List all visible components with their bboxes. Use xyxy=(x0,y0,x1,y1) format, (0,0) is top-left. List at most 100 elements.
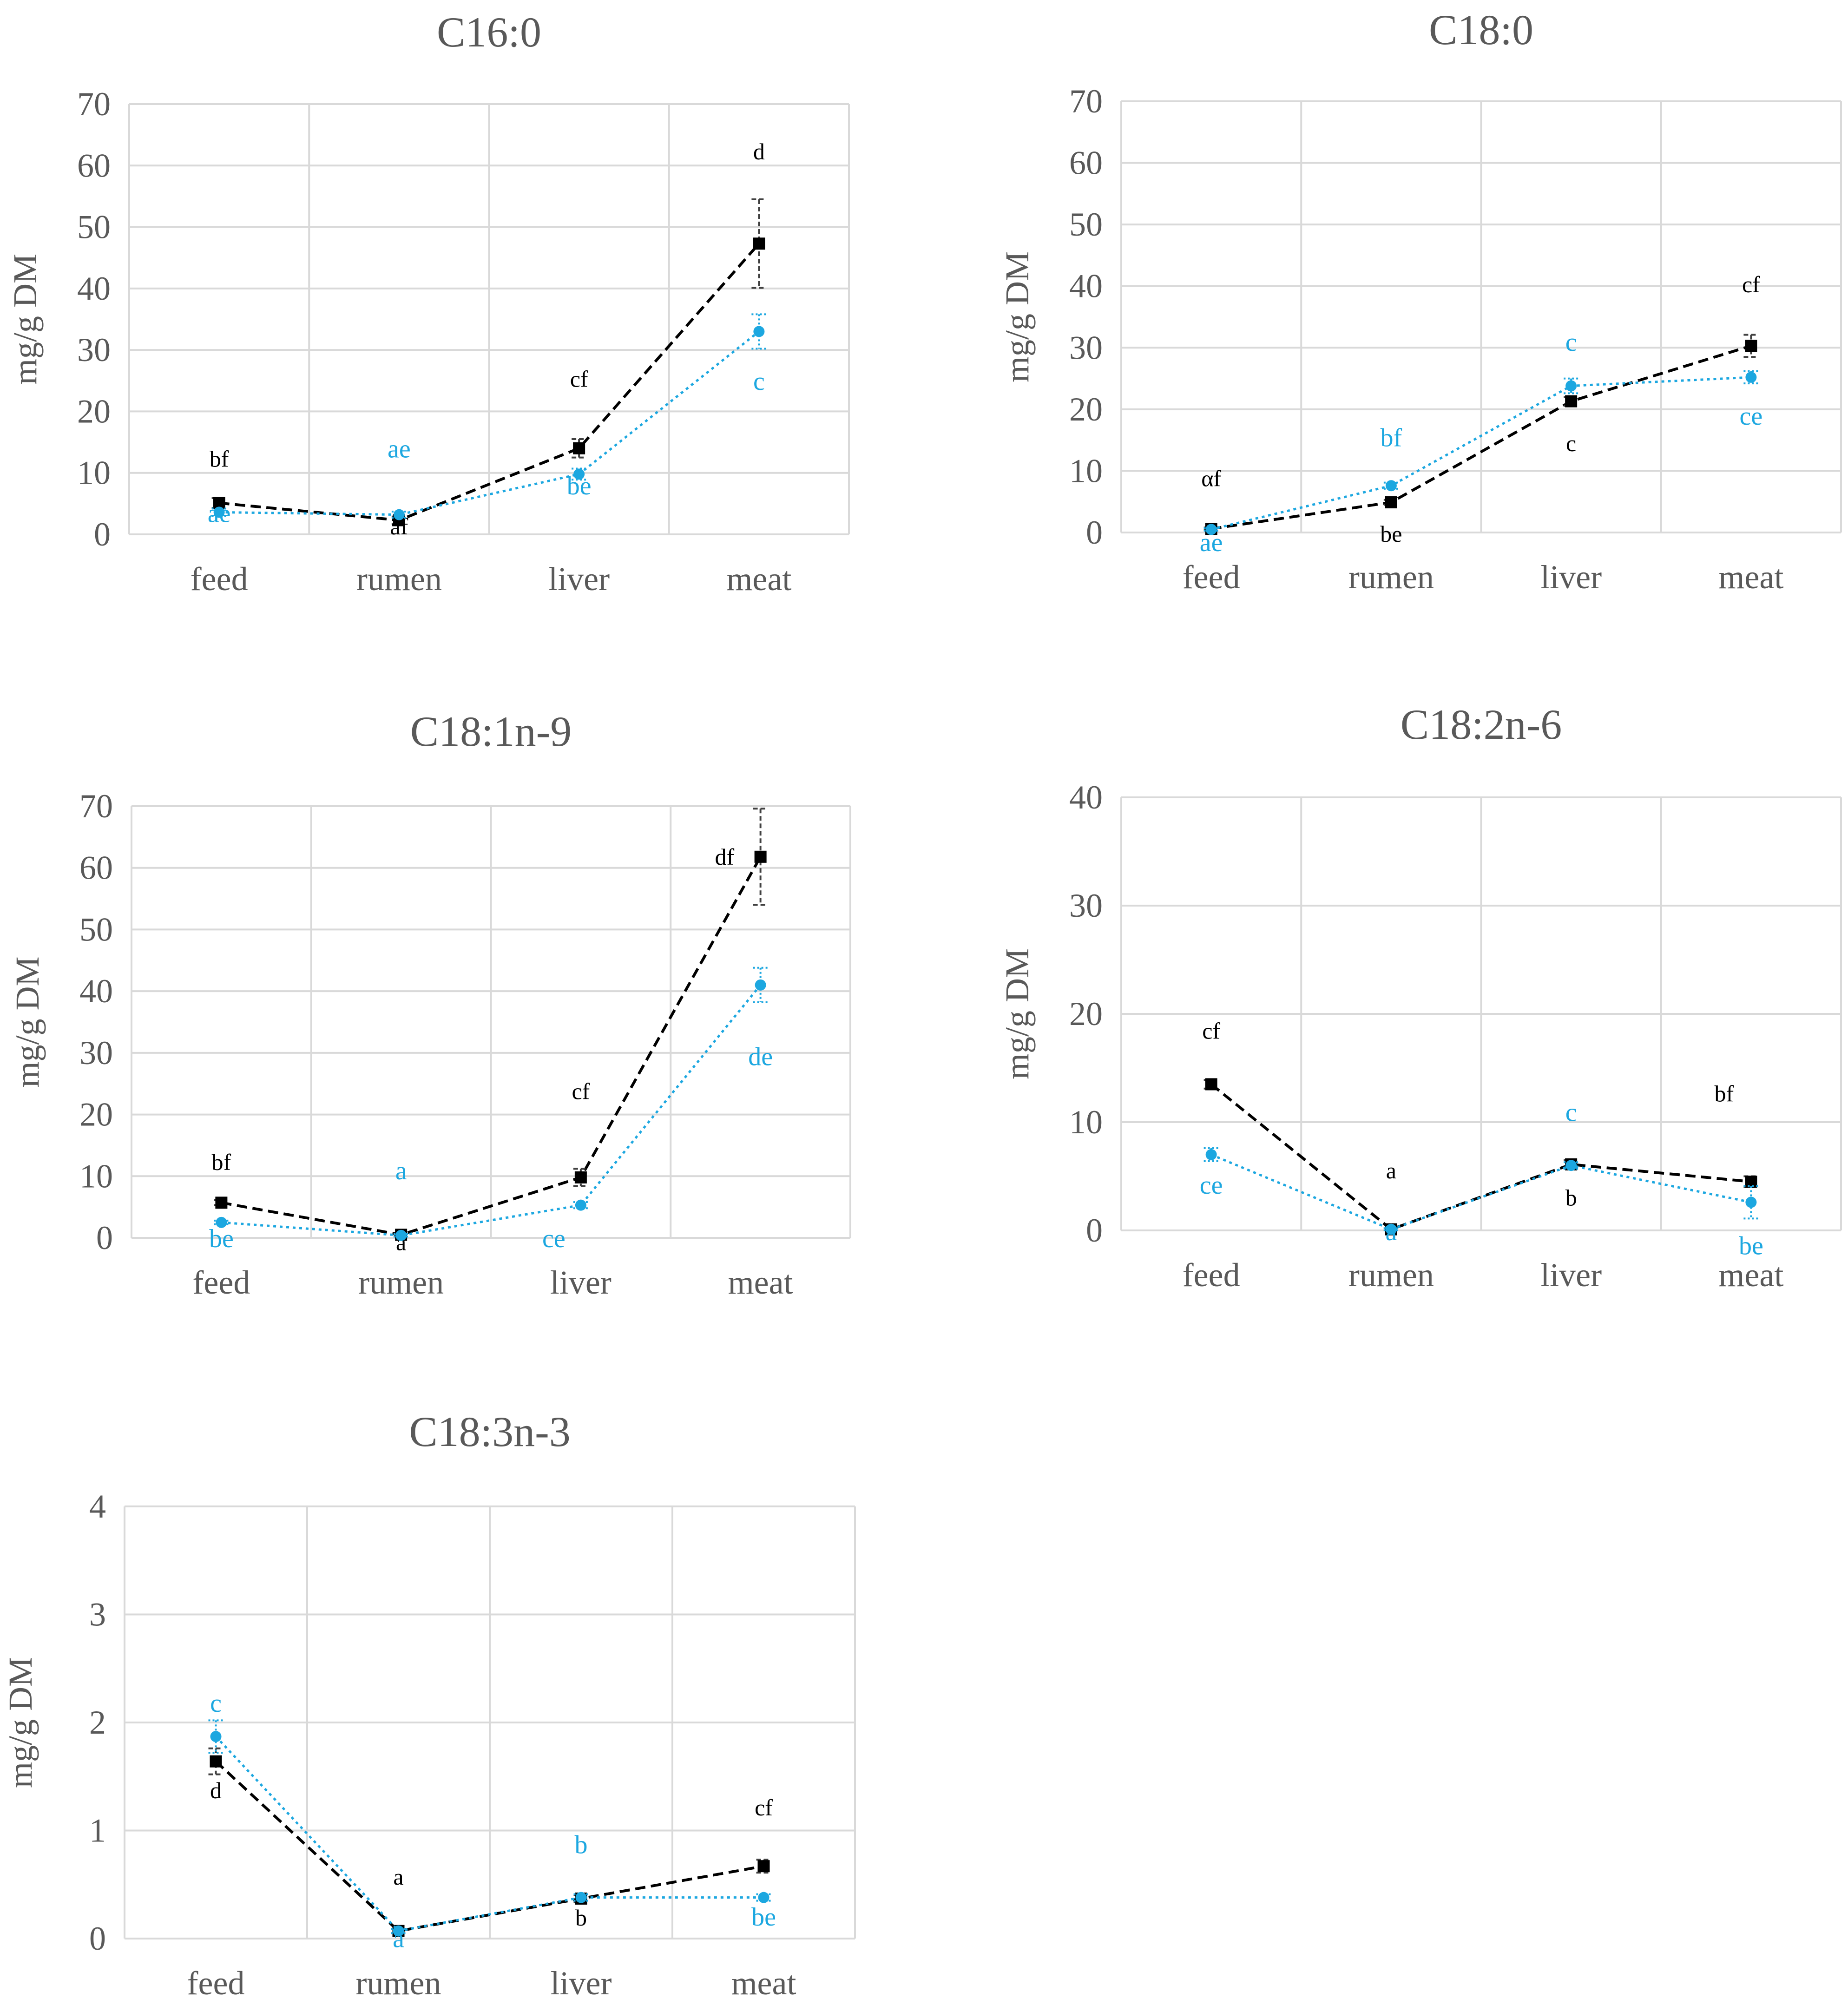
data-point xyxy=(1565,380,1577,392)
data-point xyxy=(1205,524,1217,535)
significance-label: be xyxy=(1380,521,1402,547)
significance-label: cf xyxy=(572,1078,590,1104)
significance-label: bf xyxy=(1714,1081,1734,1107)
x-tick-label: liver xyxy=(1540,559,1602,596)
series-blue: c a b be xyxy=(208,1689,776,1953)
data-point xyxy=(1205,1078,1217,1091)
significance-label: ce xyxy=(1740,402,1763,431)
y-tick-label: 0 xyxy=(1086,1212,1103,1249)
data-point xyxy=(575,1199,586,1211)
significance-label: be xyxy=(567,472,592,500)
y-tick-label: 0 xyxy=(94,516,111,553)
data-point xyxy=(1565,395,1578,408)
x-tick-label: feed xyxy=(192,1264,250,1301)
significance-label: a xyxy=(393,1925,404,1953)
y-tick-label: 2 xyxy=(89,1704,106,1741)
series-blue: ce a c be xyxy=(1200,1098,1763,1261)
significance-label: a xyxy=(1386,1157,1396,1183)
data-point xyxy=(1745,1196,1757,1208)
significance-label: αf xyxy=(1201,466,1221,492)
y-tick-label: 1 xyxy=(89,1812,106,1849)
y-tick-label: 40 xyxy=(77,270,111,307)
chart-title: C18:1n-9 xyxy=(410,708,572,755)
y-tick-label: 70 xyxy=(1069,83,1103,120)
chart-title: C18:3n-3 xyxy=(409,1408,571,1455)
significance-label: cf xyxy=(570,366,588,392)
y-tick-label: 50 xyxy=(77,209,111,246)
data-point xyxy=(575,1892,587,1903)
significance-label: b xyxy=(575,1830,588,1859)
data-point xyxy=(1565,1160,1577,1171)
series-line xyxy=(1210,1083,1751,1231)
x-tick-label: meat xyxy=(1718,559,1783,596)
chart-panel-1: C16:0 0 10 20 30 40 50 60 70 feed rumen liver meat mg… xyxy=(7,8,850,598)
x-tick-label: feed xyxy=(191,560,248,598)
data-point xyxy=(574,1171,587,1183)
series-blue: ae bf c ce xyxy=(1200,328,1763,557)
x-tick-label: rumen xyxy=(358,1264,444,1301)
y-tick-label: 30 xyxy=(79,1034,113,1072)
error-bar xyxy=(208,1719,224,1754)
y-axis-label: mg/g DM xyxy=(999,251,1036,382)
data-point xyxy=(757,1860,770,1873)
significance-label: d xyxy=(210,1777,222,1803)
y-axis-label: mg/g DM xyxy=(7,254,44,385)
x-tick-label: feed xyxy=(1183,559,1240,596)
y-tick-label: 10 xyxy=(1069,1104,1103,1141)
data-point xyxy=(754,850,767,863)
significance-label: cf xyxy=(1202,1018,1220,1044)
significance-label: a xyxy=(393,1864,403,1890)
y-tick-label: 20 xyxy=(79,1096,113,1133)
series-line xyxy=(215,1735,764,1933)
x-tick-label: feed xyxy=(187,1965,245,2002)
data-point xyxy=(753,326,765,337)
data-point xyxy=(1385,496,1397,509)
error-bar xyxy=(1743,1185,1759,1220)
y-tick-label: 50 xyxy=(1069,206,1103,243)
significance-label: c xyxy=(210,1689,222,1718)
series-blue: ae ae be c xyxy=(208,313,767,528)
data-point xyxy=(1745,371,1757,383)
x-tick-label: meat xyxy=(731,1965,796,2002)
y-axis-label: mg/g DM xyxy=(9,956,46,1087)
x-tick-label: liver xyxy=(551,1965,612,2002)
data-point xyxy=(1385,1223,1397,1235)
y-tick-label: 10 xyxy=(79,1157,113,1195)
significance-label: bf xyxy=(210,446,229,472)
data-point xyxy=(213,506,225,518)
data-point xyxy=(1745,1176,1757,1188)
y-axis-label: mg/g DM xyxy=(2,1657,39,1788)
data-point xyxy=(393,1925,404,1937)
y-tick-label: 30 xyxy=(77,331,111,368)
significance-label: d xyxy=(753,138,765,164)
data-point xyxy=(573,468,585,480)
chart-title: C18:0 xyxy=(1429,6,1533,53)
significance-label: cf xyxy=(1742,271,1760,297)
series-line xyxy=(221,856,762,1236)
series-black: cf a b bf xyxy=(1202,1018,1759,1236)
y-tick-label: 40 xyxy=(1069,268,1103,305)
y-tick-label: 70 xyxy=(77,85,111,123)
significance-label: a xyxy=(395,1157,407,1185)
y-tick-label: 20 xyxy=(1069,391,1103,428)
y-tick-label: 20 xyxy=(77,393,111,430)
significance-label: ae xyxy=(1200,528,1223,557)
y-tick-label: 0 xyxy=(1086,514,1103,551)
x-tick-label: liver xyxy=(1540,1256,1602,1294)
x-tick-label: meat xyxy=(728,1264,793,1301)
significance-label: be xyxy=(209,1224,234,1253)
series-line xyxy=(1211,376,1751,531)
significance-label: b xyxy=(575,1905,587,1931)
data-point xyxy=(755,979,766,991)
data-point xyxy=(215,1196,228,1209)
x-tick-label: rumen xyxy=(356,1965,441,2002)
significance-label: df xyxy=(715,844,734,870)
error-bar xyxy=(751,198,767,289)
x-tick-label: rumen xyxy=(1348,1256,1434,1294)
data-point xyxy=(573,442,585,454)
chart-panel-5: C18:3n-3 0 1 2 3 4 feed rumen liver meat mg/g DM d a… xyxy=(2,1408,856,2002)
data-point xyxy=(1385,480,1397,492)
y-axis-label: mg/g DM xyxy=(999,948,1036,1079)
